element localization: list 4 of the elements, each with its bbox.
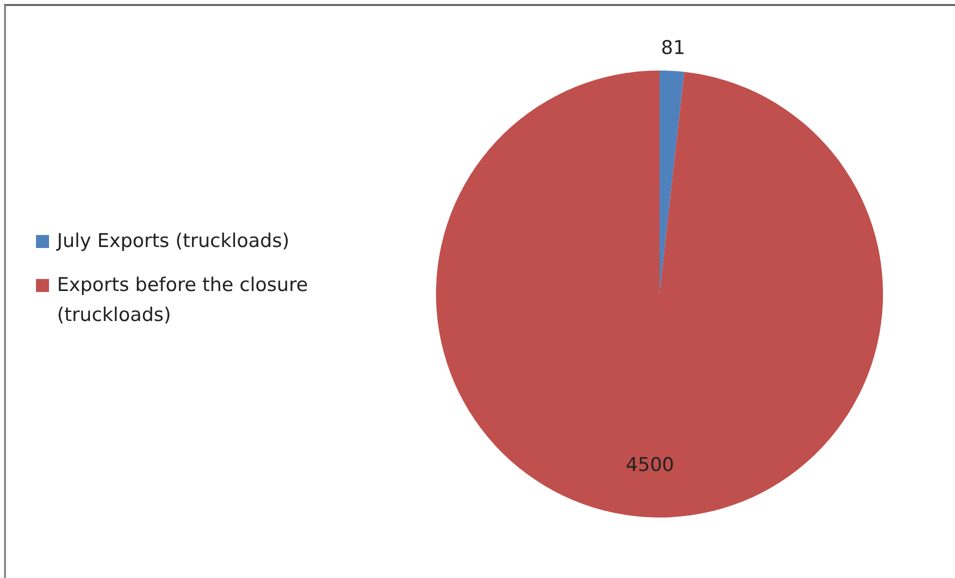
legend-label: July Exports (truckloads) — [57, 229, 290, 254]
data-label: 81 — [661, 36, 686, 59]
legend-label: Exports before the closure (truckloads) — [57, 273, 309, 328]
data-label: 4500 — [626, 454, 674, 476]
